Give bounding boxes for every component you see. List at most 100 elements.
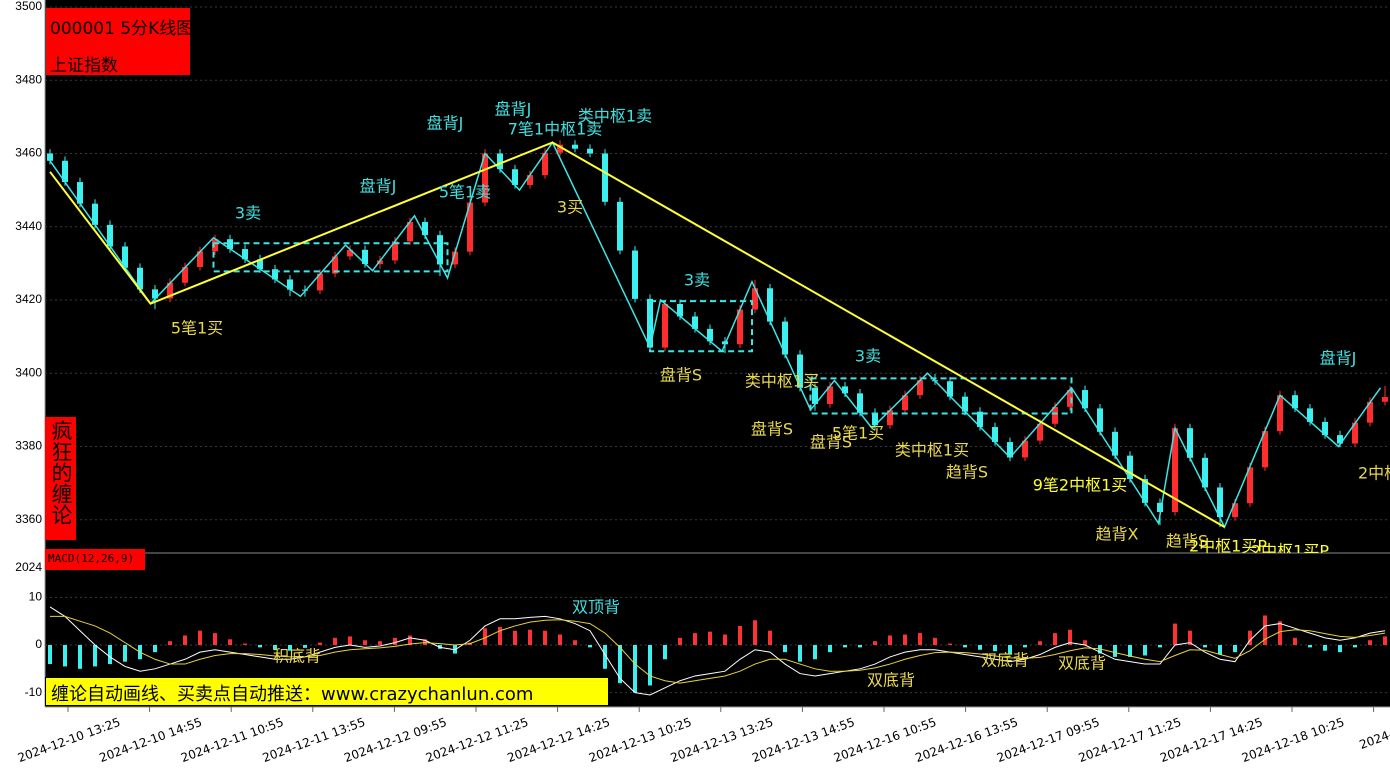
candle-body: [1217, 487, 1223, 518]
candle-body: [1112, 431, 1118, 456]
macd-bar: [768, 630, 772, 645]
candle-body: [797, 354, 803, 388]
y-tick-label: 3440: [15, 219, 42, 233]
candle-body: [1187, 428, 1193, 458]
macd-bar: [483, 628, 487, 645]
candle-body: [422, 221, 428, 236]
annotation: 趋背S: [946, 463, 988, 482]
candle-body: [212, 239, 218, 252]
macd-bar: [933, 637, 937, 645]
candle-body: [347, 249, 353, 257]
candle-body: [1307, 408, 1313, 422]
plot-background: [45, 0, 1390, 707]
candle-body: [1037, 423, 1043, 441]
candle-body: [1202, 457, 1208, 488]
candle-body: [1352, 422, 1358, 444]
candle-body: [1067, 390, 1073, 407]
macd-bar: [1143, 645, 1147, 656]
candle-body: [992, 427, 998, 443]
segment-line: [49, 141, 1225, 528]
macd-bar: [168, 641, 172, 645]
candle-body: [842, 386, 848, 394]
annotation: 5笔1卖: [439, 183, 491, 202]
candle-body: [242, 249, 248, 260]
annotation: 3卖: [235, 204, 261, 223]
candle-body: [452, 251, 458, 265]
macd-bar: [303, 645, 307, 648]
macd-bar: [123, 645, 127, 662]
macd-bar: [858, 645, 862, 648]
annotation: 双底背: [867, 671, 915, 690]
macd-bar: [663, 645, 667, 660]
candle-body: [767, 288, 773, 322]
candle-body: [872, 412, 878, 426]
macd-bar: [1068, 629, 1072, 645]
macd-bar: [1248, 630, 1252, 645]
candle-body: [902, 395, 908, 411]
candle-body: [632, 250, 638, 299]
macd-bar: [1263, 615, 1267, 645]
candle-body: [272, 269, 278, 280]
candle-body: [737, 309, 743, 345]
candle-body: [1277, 395, 1283, 432]
candle-body: [362, 249, 368, 265]
annotation: 2中枢1买P: [1189, 537, 1267, 556]
y-tick-label: 3460: [15, 146, 42, 160]
macd-bar: [918, 633, 922, 645]
candle-body: [482, 153, 488, 203]
y-tick-label: -10: [25, 685, 43, 699]
macd-bar: [78, 645, 82, 669]
annotation: 5笔1买: [171, 319, 223, 338]
macd-bar: [1353, 645, 1357, 648]
annotation: 2中枢: [1358, 464, 1390, 483]
candle-body: [377, 260, 383, 265]
x-tick-label: 2024-12-18: [1357, 715, 1390, 752]
candle-body: [617, 201, 623, 251]
macd-bar: [333, 637, 337, 645]
candle-body: [62, 160, 68, 183]
macd-bar: [798, 645, 802, 662]
macd-bar: [648, 645, 652, 686]
chart-subtitle: 上证指数: [50, 56, 118, 76]
candle-body: [1367, 401, 1373, 423]
candle-body: [317, 273, 323, 291]
chart-title: 000001 5分K线图: [50, 19, 194, 39]
candle-body: [587, 148, 593, 154]
macd-bar: [1308, 645, 1312, 648]
macd-bar: [678, 637, 682, 645]
macd-bar: [258, 645, 262, 648]
candle-body: [692, 316, 698, 329]
candle-body: [752, 288, 758, 310]
macd-bar: [993, 645, 997, 652]
annotation: 3卖: [855, 347, 881, 366]
macd-bar: [513, 630, 517, 645]
annotation: 类中枢1买: [745, 372, 819, 391]
macd-bar: [738, 625, 742, 645]
macd-bar: [753, 620, 757, 645]
macd-bar: [1338, 645, 1342, 653]
macd-bar: [198, 630, 202, 645]
candle-body: [887, 410, 893, 426]
candle-body: [512, 169, 518, 185]
macd-bar: [408, 635, 412, 645]
annotation: 2中枢1买P: [1251, 542, 1329, 561]
candle-body: [182, 267, 188, 283]
macd-bar: [708, 631, 712, 645]
candle-body: [1382, 397, 1388, 402]
macd-bar: [1128, 645, 1132, 657]
pivot-zone: [809, 377, 1073, 415]
macd-bar: [363, 640, 367, 645]
candle-body: [947, 381, 953, 397]
candle-body: [167, 282, 173, 299]
candle-body: [917, 380, 923, 396]
candle-body: [467, 202, 473, 252]
y-tick-label: 3500: [15, 0, 42, 13]
macd-bar: [1383, 636, 1387, 645]
macd-bar: [873, 641, 877, 645]
candle-body: [92, 203, 98, 225]
candle-body: [332, 256, 338, 274]
macd-bar: [1368, 640, 1372, 645]
macd-bar: [1158, 645, 1162, 648]
candle-body: [977, 411, 983, 428]
